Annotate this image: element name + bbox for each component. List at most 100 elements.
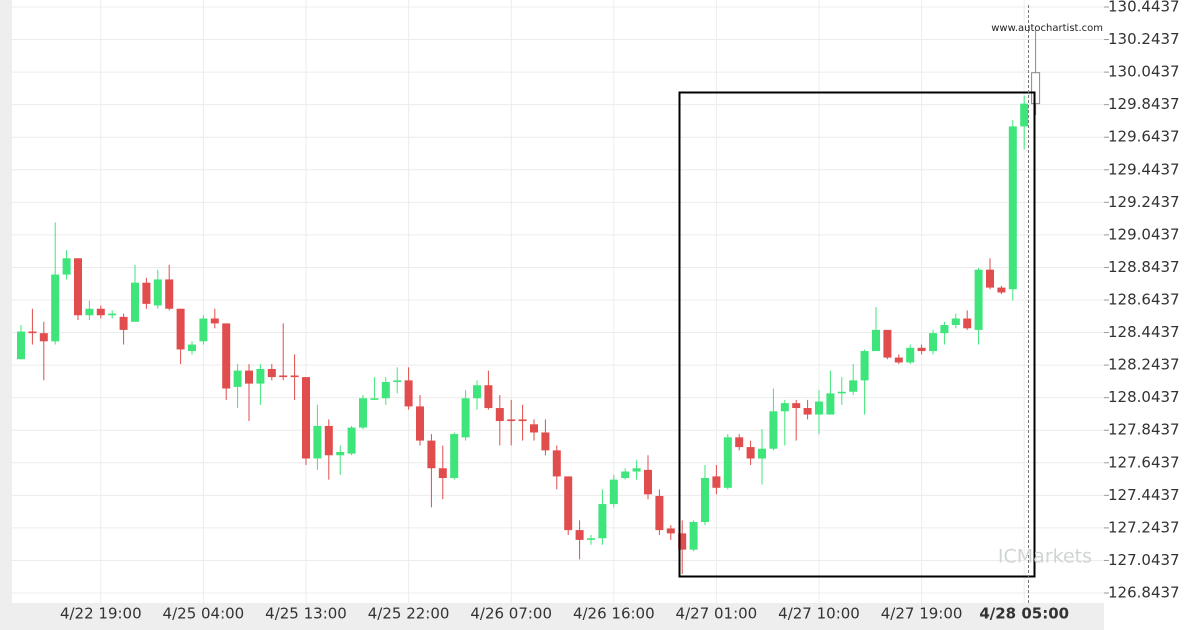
candle-body (587, 538, 595, 540)
candle-body (655, 495, 664, 531)
candles (17, 30, 1041, 575)
candle-body (689, 521, 698, 550)
candle-body (986, 269, 994, 288)
candle-body (735, 437, 744, 448)
candle-body (199, 318, 208, 342)
candle-body (473, 385, 481, 399)
candle-body (62, 258, 71, 275)
candle-body (1020, 103, 1029, 127)
axis: 126.8437 127.0437 127.2437 127.4437 127.6437… (60, 0, 1180, 623)
candle-body (598, 504, 607, 539)
x-tick-label: 4/26 16:00 (573, 605, 655, 623)
y-tick-label: 128.2437 (1108, 356, 1180, 374)
candle-body (974, 269, 983, 330)
candle-body (176, 308, 185, 350)
candle-body (370, 398, 379, 400)
candle-body (621, 471, 630, 479)
candle-body (940, 325, 949, 334)
x-tick-label: 4/25 22:00 (368, 605, 450, 623)
candle-body (701, 478, 709, 522)
candle-body (404, 380, 413, 407)
x-tick-label: 4/25 13:00 (265, 605, 347, 623)
candle-body (188, 344, 196, 352)
candle-body (1031, 72, 1041, 105)
y-tick-label: 127.8437 (1108, 421, 1180, 439)
candle-body (815, 401, 823, 415)
candle-body (108, 313, 117, 316)
candle-body (723, 437, 732, 488)
y-tick-label: 129.6437 (1108, 128, 1180, 146)
candle-body (222, 323, 231, 389)
candle-body (290, 375, 299, 378)
candle-body (324, 425, 333, 456)
candle-body (302, 377, 310, 459)
candle-body (746, 447, 755, 459)
watermark: www.autochartist.com (991, 23, 1103, 34)
candle-body (609, 479, 618, 505)
y-tick-label: 127.2437 (1108, 518, 1180, 536)
candle-body (769, 411, 778, 449)
candle-body (758, 448, 766, 459)
y-axis-area (1104, 0, 1200, 630)
candle-body (359, 398, 367, 428)
x-tick-label: 4/26 07:00 (470, 605, 552, 623)
candle-body (85, 308, 94, 316)
candle-body (997, 287, 1006, 293)
candle-body (416, 406, 424, 441)
x-tick-label: 4/27 01:00 (676, 605, 758, 623)
x-tick-label: 4/22 19:00 (60, 605, 142, 623)
candle-body (507, 419, 516, 422)
candle-body (39, 333, 48, 342)
candle-body (279, 375, 288, 378)
candle-body (860, 351, 869, 381)
y-tick-label: 127.6437 (1108, 453, 1180, 471)
candle-body (28, 331, 37, 334)
candle-body (644, 469, 652, 495)
x-tick-label: 4/28 05:00 (979, 605, 1069, 623)
y-tick-label: 127.4437 (1108, 486, 1180, 504)
candle-body (552, 450, 561, 477)
candle-body (530, 424, 538, 433)
plot-area (12, 0, 1104, 603)
y-tick-label: 130.0437 (1108, 63, 1180, 81)
candle-body (313, 425, 322, 459)
candle-body (17, 331, 25, 360)
y-tick-label: 130.2437 (1108, 30, 1180, 48)
candle-body (837, 391, 846, 394)
candle-body (51, 274, 60, 342)
y-tick-label: 128.0437 (1108, 388, 1180, 406)
candle-body (780, 403, 789, 412)
candle-body (484, 385, 493, 409)
pattern-box (678, 91, 1036, 578)
y-tick-label: 129.0437 (1108, 225, 1180, 243)
candle-body (906, 347, 915, 363)
grid (12, 0, 1104, 603)
candle-body (347, 427, 356, 454)
candle-body (883, 329, 892, 358)
candle-body (495, 408, 504, 422)
candle-body (666, 528, 675, 534)
x-tick-label: 4/27 10:00 (778, 605, 860, 623)
candle-body (233, 370, 242, 387)
candle-body (951, 318, 960, 326)
candle-body (96, 308, 105, 316)
candle-body (74, 258, 82, 316)
y-tick-label: 127.0437 (1108, 551, 1180, 569)
candle-body (267, 368, 276, 378)
y-tick-label: 128.4437 (1108, 323, 1180, 341)
candle-body (792, 403, 801, 409)
candle-body (450, 434, 459, 479)
candle-body (245, 370, 253, 384)
candle-body (564, 476, 573, 531)
candle-body (872, 329, 880, 352)
y-tick-label: 128.6437 (1108, 291, 1180, 309)
candle-body (153, 279, 162, 306)
candle-body (393, 380, 402, 382)
x-tick-label: 4/25 04:00 (163, 605, 245, 623)
candle-body (427, 440, 436, 469)
candle-body (119, 316, 128, 330)
candle-body (165, 279, 174, 309)
candle-body (917, 347, 926, 352)
